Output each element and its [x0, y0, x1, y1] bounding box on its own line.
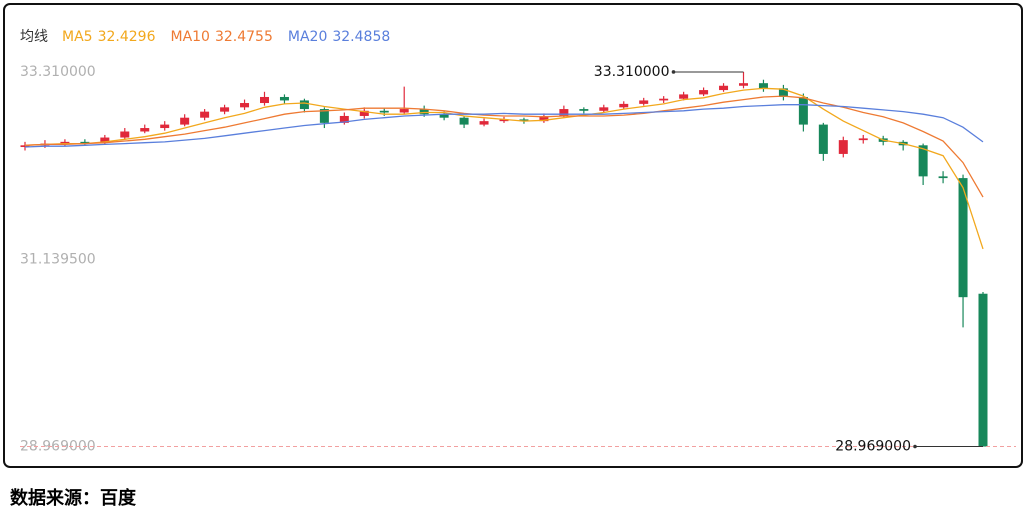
ma-line	[24, 95, 984, 198]
candle-body	[579, 109, 589, 111]
legend-entry: MA5 32.4296	[62, 29, 156, 45]
annotation-dot	[671, 70, 676, 74]
candle-body	[918, 145, 928, 177]
annotation-label: 33.310000	[594, 64, 670, 80]
candle-body	[739, 83, 748, 86]
legend-entry: MA20 32.4858	[288, 29, 390, 45]
candle-body	[778, 88, 788, 97]
legend-value: 32.4296	[98, 29, 156, 45]
legend-value: 32.4858	[332, 29, 390, 45]
candle-body	[240, 103, 250, 108]
candle-body	[599, 107, 609, 111]
candle-body	[838, 140, 848, 154]
candle-body	[519, 119, 529, 122]
candle-body	[619, 103, 629, 108]
candle-body	[798, 96, 808, 125]
y-tick-label: 33.310000	[20, 64, 96, 80]
candle-body	[339, 115, 349, 123]
candle-body	[499, 119, 509, 122]
candle-body	[539, 115, 549, 122]
legend-value: 32.4755	[215, 29, 273, 45]
candle-body	[559, 109, 569, 116]
candle-body	[958, 178, 968, 298]
candle-body	[719, 85, 729, 91]
candle-body	[160, 124, 170, 129]
legend-name: MA10	[170, 29, 209, 45]
candle-body	[938, 176, 948, 179]
candle-body	[100, 137, 110, 143]
candle-body	[140, 128, 150, 132]
candle-body	[679, 94, 689, 99]
y-tick-label: 31.139500	[20, 251, 96, 267]
candle-body	[20, 145, 30, 148]
candle-body	[858, 138, 868, 141]
candle-body	[659, 98, 669, 101]
candle-body	[699, 90, 709, 95]
candle-body	[80, 141, 90, 144]
candle-body	[818, 124, 828, 154]
legend-name: MA5	[62, 29, 93, 45]
candle-body	[120, 131, 130, 138]
annotation-label: 28.969000	[835, 439, 911, 455]
candle-body	[479, 121, 489, 125]
candle-body	[299, 100, 309, 110]
candle-body	[419, 109, 429, 115]
legend-title: 均线	[20, 29, 48, 45]
candle-body	[978, 293, 988, 447]
ma-line	[24, 104, 984, 148]
source-note: 数据来源：百度	[10, 487, 137, 509]
candle-body	[639, 100, 649, 104]
chart-frame	[3, 3, 1023, 468]
annotation-dot	[913, 444, 917, 449]
candle-body	[319, 109, 329, 123]
candle-body	[200, 111, 210, 118]
candle-body	[459, 117, 469, 125]
candle-body	[359, 110, 369, 116]
legend-entry: MA10 32.4755	[170, 29, 272, 45]
candle-body	[758, 83, 768, 89]
candle-body	[399, 109, 409, 113]
candle-body	[279, 96, 289, 101]
legend-name: MA20	[288, 29, 327, 45]
ma-line	[24, 87, 984, 250]
candle-body	[260, 96, 269, 104]
candle-body	[180, 117, 190, 125]
candle-body	[439, 114, 449, 118]
candle-body	[379, 110, 389, 113]
candle-body	[220, 107, 230, 112]
